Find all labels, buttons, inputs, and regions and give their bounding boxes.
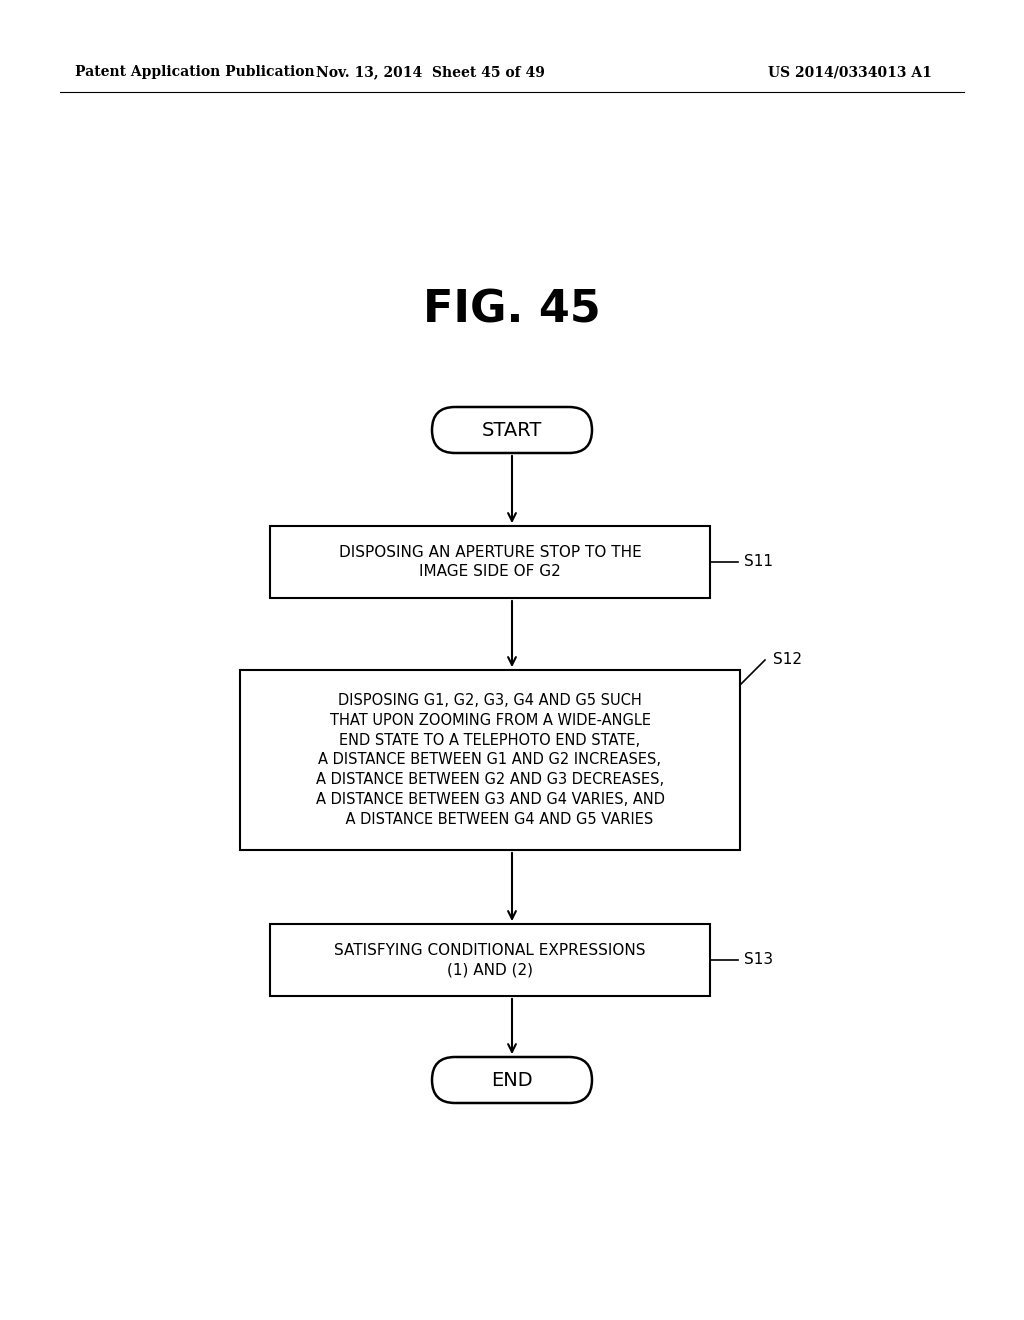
Text: FIG. 45: FIG. 45 xyxy=(423,289,601,331)
Text: Nov. 13, 2014  Sheet 45 of 49: Nov. 13, 2014 Sheet 45 of 49 xyxy=(315,65,545,79)
Text: SATISFYING CONDITIONAL EXPRESSIONS
(1) AND (2): SATISFYING CONDITIONAL EXPRESSIONS (1) A… xyxy=(334,942,646,977)
Bar xyxy=(270,924,710,997)
Text: DISPOSING G1, G2, G3, G4 AND G5 SUCH
THAT UPON ZOOMING FROM A WIDE-ANGLE
END STA: DISPOSING G1, G2, G3, G4 AND G5 SUCH THA… xyxy=(315,693,665,826)
Text: DISPOSING AN APERTURE STOP TO THE
IMAGE SIDE OF G2: DISPOSING AN APERTURE STOP TO THE IMAGE … xyxy=(339,545,641,579)
Text: Patent Application Publication: Patent Application Publication xyxy=(75,65,314,79)
Text: US 2014/0334013 A1: US 2014/0334013 A1 xyxy=(768,65,932,79)
Bar xyxy=(240,671,740,850)
Text: S12: S12 xyxy=(773,652,802,668)
Bar xyxy=(270,525,710,598)
FancyBboxPatch shape xyxy=(432,407,592,453)
Text: S11: S11 xyxy=(744,554,773,569)
Text: START: START xyxy=(482,421,542,440)
Text: S13: S13 xyxy=(744,953,773,968)
FancyBboxPatch shape xyxy=(432,1057,592,1104)
Text: END: END xyxy=(492,1071,532,1089)
